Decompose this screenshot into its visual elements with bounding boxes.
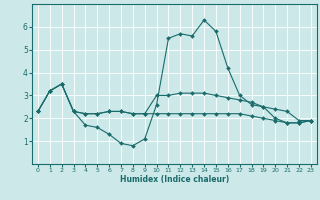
X-axis label: Humidex (Indice chaleur): Humidex (Indice chaleur) [120, 175, 229, 184]
